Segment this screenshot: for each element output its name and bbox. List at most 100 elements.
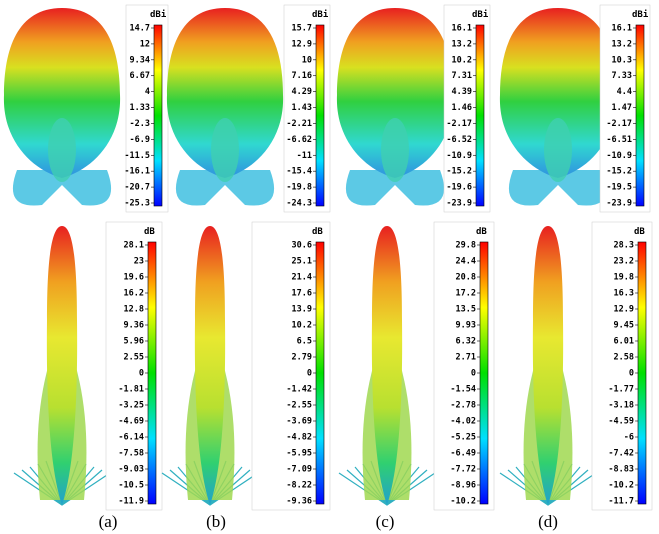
colorbar-label: -2.21	[286, 119, 312, 129]
colorbar-label: -6.52	[446, 135, 472, 145]
pattern-main	[371, 226, 403, 505]
colorbar-label: 13.5	[456, 305, 476, 315]
colorbar-label: 6.01	[614, 337, 634, 347]
colorbar-label: -6.49	[450, 449, 476, 459]
colorbar-label: -1.54	[450, 385, 476, 395]
colorbar-label: 4.39	[452, 87, 472, 97]
pattern-main	[166, 8, 284, 178]
pattern-main	[194, 226, 226, 505]
colorbar-label: 2.71	[456, 353, 476, 363]
colorbar-label: -6.9	[130, 135, 150, 145]
colorbar-label: 23.2	[614, 257, 634, 267]
pattern-lobes	[508, 170, 608, 206]
colorbar-label: 12.8	[124, 305, 144, 315]
caption: (a)	[99, 512, 118, 531]
colorbar-label: 0	[629, 369, 634, 379]
colorbar-label: -15.2	[606, 167, 632, 177]
colorbar	[479, 241, 489, 505]
colorbar-label: -6	[624, 433, 634, 443]
colorbar-label: -4.82	[286, 433, 312, 443]
colorbar-label: -3.25	[118, 401, 144, 411]
colorbar-label: -4.69	[118, 417, 144, 427]
colorbar-label: 2.58	[614, 353, 634, 363]
colorbar-label: 4.29	[292, 87, 312, 97]
colorbar-label: -9.36	[286, 497, 312, 507]
colorbar-label: -9.03	[118, 465, 144, 475]
colorbar-label: 10.2	[452, 55, 472, 65]
colorbar-label: 1.43	[292, 103, 312, 113]
colorbar-label: -20.7	[124, 183, 150, 193]
colorbar-label: -1.77	[608, 385, 634, 395]
colorbar-label: 1.47	[612, 103, 632, 113]
colorbar-label: 16.3	[614, 289, 634, 299]
colorbar-label: -2.78	[450, 401, 476, 411]
colorbar-label: 12.9	[614, 305, 634, 315]
colorbar-label: 10	[302, 55, 312, 65]
colorbar-label: 7.16	[292, 71, 312, 81]
colorbar-label: -4.02	[450, 417, 476, 427]
colorbar-label: 9.45	[614, 321, 634, 331]
colorbar-label: 19.8	[614, 273, 634, 283]
colorbar-label: 9.34	[130, 55, 150, 65]
pattern-sidelobe	[544, 118, 572, 182]
pattern-lobes	[175, 170, 275, 206]
colorbar-label: -11.9	[118, 497, 144, 507]
colorbar-label: 30.6	[292, 241, 312, 251]
colorbar-label: -2.17	[606, 119, 632, 129]
colorbar-label: 6.67	[130, 71, 150, 81]
colorbar-label: 21.4	[292, 273, 312, 283]
colorbar-label: 13.2	[612, 39, 632, 49]
colorbar-label: 9.93	[456, 321, 476, 331]
colorbar-label: 28.3	[614, 241, 634, 251]
colorbar	[475, 24, 485, 207]
colorbar-label: -15.4	[286, 167, 312, 177]
colorbar-unit: dB	[634, 227, 645, 237]
colorbar-label: 13.9	[292, 305, 312, 315]
colorbar-label: -15.2	[446, 167, 472, 177]
colorbar-label: 7.33	[612, 71, 632, 81]
colorbar-label: 24.4	[456, 257, 476, 267]
colorbar-label: -1.42	[286, 385, 312, 395]
colorbar-label: -6.51	[606, 135, 632, 145]
colorbar-label: 4	[145, 87, 150, 97]
colorbar-label: -11.5	[124, 151, 150, 161]
colorbar-label: -10.2	[450, 497, 476, 507]
colorbar-label: -10.9	[446, 151, 472, 161]
colorbar-unit: dBi	[472, 9, 489, 20]
pattern-sidelobe	[211, 118, 239, 182]
colorbar-unit: dB	[144, 227, 155, 237]
colorbar-label: -10.5	[118, 481, 144, 491]
colorbar-label: 12	[140, 39, 150, 49]
colorbar-label: 20.8	[456, 273, 476, 283]
colorbar-label: 23	[134, 257, 144, 267]
colorbar-label: -1.81	[118, 385, 144, 395]
colorbar-label: 9.36	[124, 321, 144, 331]
colorbar-label: -2.55	[286, 401, 312, 411]
colorbar-label: 1.46	[452, 103, 472, 113]
colorbar-label: -7.42	[608, 449, 634, 459]
colorbar-label: -25.3	[124, 199, 150, 209]
colorbar-label: -23.9	[606, 199, 632, 209]
colorbar-label: 0	[471, 369, 476, 379]
colorbar-label: -11	[297, 151, 312, 161]
colorbar	[315, 241, 325, 505]
colorbar-label: -19.8	[286, 183, 312, 193]
colorbar-label: -11.7	[608, 497, 634, 507]
colorbar-label: 17.6	[292, 289, 312, 299]
colorbar-label: 2.79	[292, 353, 312, 363]
colorbar-label: -23.9	[446, 199, 472, 209]
pattern-main	[336, 8, 454, 178]
colorbar	[635, 24, 645, 207]
colorbar-label: 10.3	[612, 55, 632, 65]
colorbar-label: 29.8	[456, 241, 476, 251]
colorbar-label: 14.7	[130, 24, 150, 34]
pattern-main	[3, 8, 121, 178]
colorbar-label: -4.59	[608, 417, 634, 427]
colorbar-label: -19.6	[446, 183, 472, 193]
colorbar-unit: dBi	[632, 9, 649, 20]
colorbar-label: -24.3	[286, 199, 312, 209]
colorbar-label: -2.17	[446, 119, 472, 129]
pattern-lobes	[345, 170, 445, 206]
pattern-main	[46, 226, 78, 505]
